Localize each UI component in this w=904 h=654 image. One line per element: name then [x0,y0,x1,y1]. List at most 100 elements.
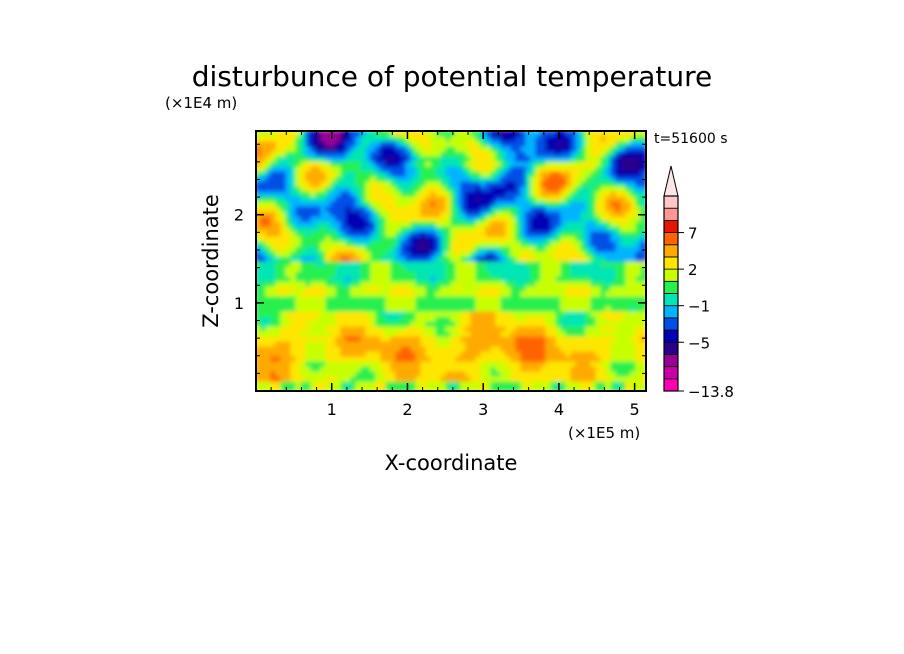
field-cell [540,345,547,352]
field-cell [565,270,572,277]
field-cell [550,375,557,382]
field-cell [265,215,272,222]
field-cell [465,310,472,317]
field-cell [455,180,462,187]
field-cell [500,375,507,382]
field-cell [360,225,367,232]
field-cell [535,290,542,297]
field-cell [570,140,577,147]
field-cell [275,245,282,252]
field-cell [270,140,277,147]
field-cell [415,265,422,272]
field-cell [455,380,462,387]
field-cell [560,160,567,167]
field-cell [480,255,487,262]
field-cell [625,205,632,212]
field-cell [565,350,572,357]
field-cell [555,245,562,252]
field-cell [295,175,302,182]
field-cell [265,320,272,327]
field-cell [395,300,402,307]
field-cell [310,315,317,322]
field-cell [420,200,427,207]
field-cell [515,195,522,202]
field-cell [390,150,397,157]
field-cell [320,335,327,342]
field-cell [355,165,362,172]
field-cell [495,185,502,192]
field-cell [505,230,512,237]
field-cell [320,175,327,182]
field-cell [355,135,362,142]
field-cell [615,315,622,322]
field-cell [640,265,646,272]
field-cell [256,230,262,237]
field-cell [485,160,492,167]
field-cell [400,345,407,352]
field-cell [285,285,292,292]
field-cell [580,160,587,167]
field-cell [605,385,612,391]
field-cell [480,310,487,317]
field-cell [445,215,452,222]
field-cell [550,355,557,362]
field-cell [450,175,457,182]
field-cell [360,145,367,152]
field-cell [550,320,557,327]
field-cell [325,195,332,202]
field-cell [405,131,412,137]
field-cell [635,165,642,172]
field-cell [385,200,392,207]
field-cell [275,350,282,357]
field-cell [270,200,277,207]
field-cell [395,290,402,297]
field-cell [485,365,492,372]
field-cell [315,380,322,387]
field-cell [610,180,617,187]
field-cell [555,335,562,342]
field-cell [425,135,432,142]
field-cell [285,131,292,137]
field-cell [445,145,452,152]
field-cell [310,165,317,172]
field-cell [345,370,352,377]
field-cell [465,220,472,227]
field-cell [490,260,497,267]
field-cell [475,175,482,182]
field-cell [550,190,557,197]
field-cell [365,345,372,352]
field-cell [465,185,472,192]
field-cell [595,235,602,242]
field-cell [435,210,442,217]
field-cell [445,225,452,232]
field-cell [380,220,387,227]
field-cell [395,350,402,357]
field-cell [585,280,592,287]
field-cell [640,180,646,187]
field-cell [585,155,592,162]
field-cell [470,230,477,237]
field-cell [435,300,442,307]
field-cell [635,295,642,302]
field-cell [345,270,352,277]
field-cell [455,160,462,167]
field-cell [610,345,617,352]
field-cell [430,280,437,287]
field-cell [280,385,287,391]
field-cell [260,250,267,257]
field-cell [450,220,457,227]
field-cell [575,320,582,327]
field-cell [405,280,412,287]
field-cell [600,185,607,192]
field-cell [390,305,397,312]
field-cell [315,290,322,297]
field-cell [495,275,502,282]
field-cell [565,305,572,312]
field-cell [330,260,337,267]
field-cell [555,210,562,217]
field-cell [605,205,612,212]
field-cell [460,185,467,192]
field-cell [375,150,382,157]
field-cell [500,131,507,137]
